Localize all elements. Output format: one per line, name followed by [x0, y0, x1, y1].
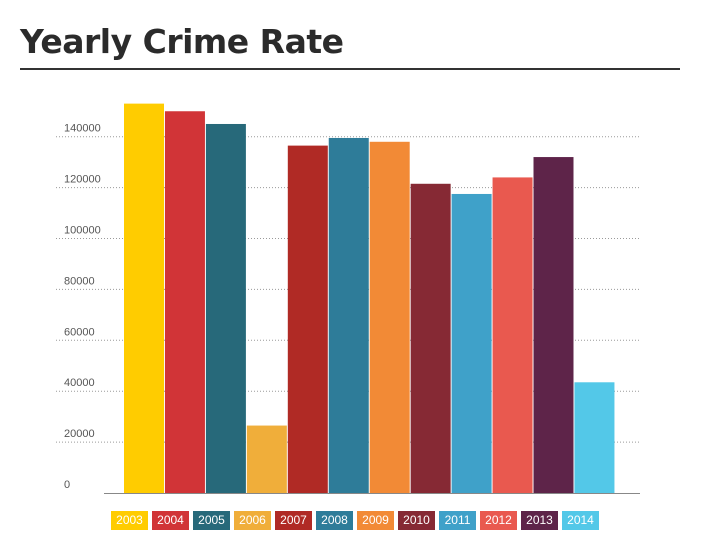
title-divider: [20, 68, 680, 70]
y-tick-label: 0: [64, 479, 70, 491]
bar-2010: [410, 183, 451, 493]
y-axis-ticks: 0 20000 40000 60000 80000 100000 120000 140000: [64, 123, 101, 491]
y-tick-label: 120000: [64, 174, 101, 186]
y-tick-label: 140000: [64, 123, 101, 135]
legend-item-2005: 2005: [193, 511, 230, 530]
y-tick-label: 60000: [64, 326, 95, 338]
bar-2013: [533, 157, 574, 493]
bar-2007: [287, 145, 328, 494]
legend-item-2010: 2010: [398, 511, 435, 530]
bar-2003: [124, 103, 164, 494]
bar-2006: [246, 425, 287, 493]
bars: [124, 103, 615, 494]
bar-2014: [574, 382, 615, 493]
legend-item-2007: 2007: [275, 511, 312, 530]
bar-2009: [369, 141, 410, 494]
chart-title: Yearly Crime Rate: [20, 22, 344, 61]
bar-2012: [492, 177, 533, 494]
legend-item-2009: 2009: [357, 511, 394, 530]
legend-item-2003: 2003: [111, 511, 148, 530]
legend-item-2013: 2013: [521, 511, 558, 530]
legend: 2003 2004 2005 2006 2007 2008 2009 2010 2011 2012…: [105, 511, 605, 530]
y-tick-label: 20000: [64, 428, 95, 440]
bar-chart: 0 20000 40000 60000 80000 100000 120000 140000: [56, 103, 640, 494]
legend-item-2011: 2011: [439, 511, 476, 530]
bar-2004: [164, 111, 205, 493]
y-tick-label: 80000: [64, 275, 95, 287]
legend-item-2006: 2006: [234, 511, 271, 530]
legend-item-2008: 2008: [316, 511, 353, 530]
bar-2005: [205, 123, 246, 493]
y-tick-label: 40000: [64, 377, 95, 389]
bar-2008: [328, 137, 369, 493]
y-tick-label: 100000: [64, 225, 101, 237]
bar-2011: [451, 193, 492, 493]
legend-item-2012: 2012: [480, 511, 517, 530]
legend-item-2014: 2014: [562, 511, 599, 530]
legend-item-2004: 2004: [152, 511, 189, 530]
